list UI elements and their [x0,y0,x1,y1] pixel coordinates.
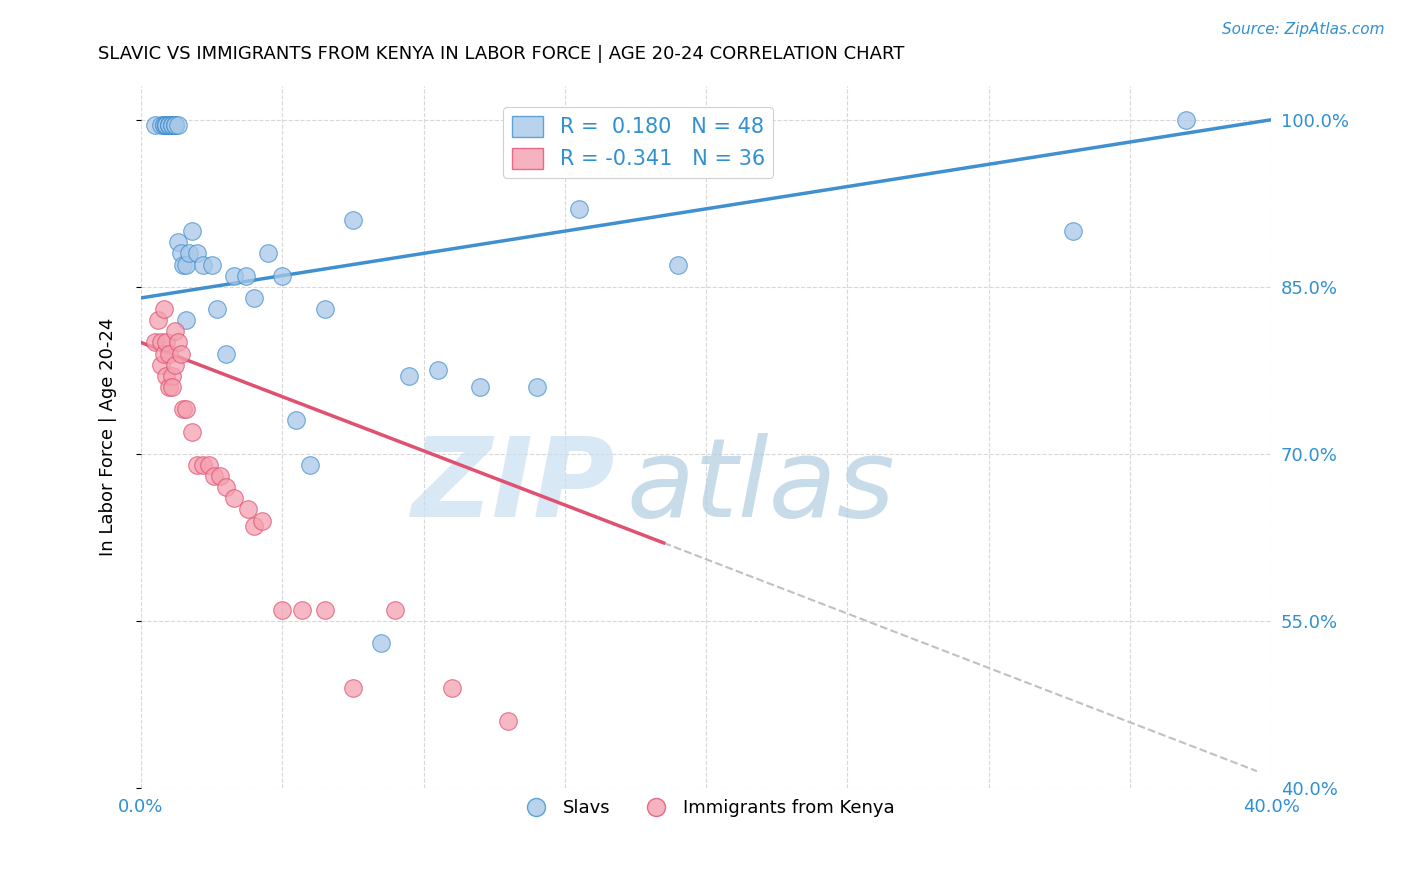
Point [440,681,463,695]
Point [342,213,364,227]
Point [143,119,166,133]
Point [166,235,188,250]
Point [157,119,180,133]
Point [197,458,219,472]
Point [177,246,200,260]
Point [160,368,183,383]
Point [174,313,197,327]
Point [243,291,266,305]
Point [209,469,232,483]
Point [155,119,177,133]
Point [152,346,174,360]
Point [180,425,202,439]
Point [224,491,246,506]
Point [215,346,238,360]
Text: atlas: atlas [627,433,896,540]
Point [243,519,266,533]
Point [224,268,246,283]
Legend: Slavs, Immigrants from Kenya: Slavs, Immigrants from Kenya [510,792,901,824]
Point [204,469,226,483]
Point [155,368,177,383]
Text: ZIP: ZIP [412,433,616,540]
Point [163,324,186,338]
Point [172,258,194,272]
Point [426,363,449,377]
Text: Source: ZipAtlas.com: Source: ZipAtlas.com [1222,22,1385,37]
Point [257,246,280,260]
Point [252,514,274,528]
Point [160,380,183,394]
Point [186,246,208,260]
Point [191,258,214,272]
Point [370,636,392,650]
Point [160,119,183,133]
Point [568,202,591,216]
Point [271,603,294,617]
Point [149,335,172,350]
Point [155,119,177,133]
Point [169,246,191,260]
Point [291,603,314,617]
Point [149,358,172,372]
Point [384,603,406,617]
Y-axis label: In Labor Force | Age 20-24: In Labor Force | Age 20-24 [100,318,117,557]
Point [285,413,308,427]
Point [155,335,177,350]
Point [299,458,322,472]
Point [155,119,177,133]
Point [666,258,689,272]
Point [163,358,186,372]
Point [149,119,172,133]
Point [152,119,174,133]
Point [160,119,183,133]
Point [160,119,183,133]
Point [398,368,420,383]
Point [172,402,194,417]
Point [157,380,180,394]
Point [186,458,208,472]
Point [143,335,166,350]
Point [1062,224,1084,238]
Point [157,119,180,133]
Point [166,335,188,350]
Point [342,681,364,695]
Point [163,119,186,133]
Point [163,119,186,133]
Text: SLAVIC VS IMMIGRANTS FROM KENYA IN LABOR FORCE | AGE 20-24 CORRELATION CHART: SLAVIC VS IMMIGRANTS FROM KENYA IN LABOR… [98,45,905,62]
Point [174,402,197,417]
Point [1175,112,1198,127]
Point [152,301,174,316]
Point [314,603,336,617]
Point [201,258,224,272]
Point [314,301,336,316]
Point [166,119,188,133]
Point [496,714,519,728]
Point [235,268,257,283]
Point [526,380,548,394]
Point [174,258,197,272]
Point [191,458,214,472]
Point [163,119,186,133]
Point [207,301,229,316]
Point [215,480,238,494]
Point [157,346,180,360]
Point [271,268,294,283]
Point [468,380,491,394]
Point [152,119,174,133]
Point [180,224,202,238]
Point [146,313,169,327]
Point [157,119,180,133]
Point [169,346,191,360]
Point [157,119,180,133]
Point [238,502,260,516]
